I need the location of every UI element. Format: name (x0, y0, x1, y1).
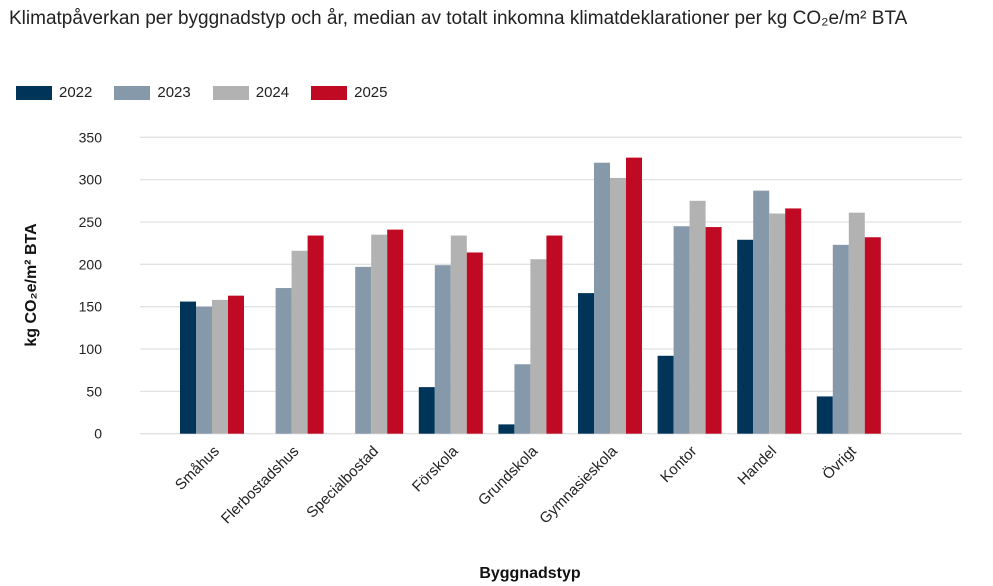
y-tick-label: 150 (79, 299, 103, 315)
bar-2023-Övrigt (832, 244, 849, 434)
bar-2025-Förskola (466, 252, 483, 434)
bar-2024-Kontor (689, 200, 706, 434)
bar-2023-Flerbostadshus (275, 288, 292, 434)
bar-2023-Småhus (196, 306, 212, 434)
x-tick-label: Specialbostad (303, 443, 382, 522)
bar-2024-Gymnasieskola (610, 177, 626, 434)
y-tick-label: 200 (79, 256, 103, 272)
bar-2023-Specialbostad (355, 266, 372, 434)
x-tick-label: Handel (734, 443, 780, 489)
x-tick-label: Gymnasieskola (536, 442, 621, 527)
legend-swatch (16, 85, 52, 100)
bar-2022-Förskola (418, 387, 435, 434)
bar-2025-Småhus (228, 295, 244, 434)
y-tick-label: 350 (79, 129, 103, 145)
y-tick-label: 0 (94, 426, 102, 442)
bar-2022-Kontor (657, 355, 674, 434)
bar-2023-Gymnasieskola (594, 162, 610, 434)
bar-2025-Kontor (705, 227, 722, 434)
bar-2025-Gymnasieskola (626, 157, 642, 434)
bar-2024-Grundskola (530, 259, 547, 434)
x-tick-label: Kontor (657, 443, 700, 486)
bar-2022-Övrigt (816, 396, 833, 434)
legend-item: 2023 (114, 84, 191, 101)
bar-2022-Grundskola (498, 424, 515, 434)
legend-label: 2025 (354, 84, 388, 101)
y-tick-label: 250 (79, 214, 103, 230)
legend-swatch (212, 85, 249, 100)
bar-2025-Grundskola (546, 235, 563, 434)
bar-2023-Förskola (434, 265, 451, 434)
bar-2025-Övrigt (864, 237, 881, 434)
bar-2024-Handel (769, 213, 786, 434)
bar-2025-Handel (785, 208, 802, 434)
x-tick-label: Förskola (409, 442, 462, 495)
legend-swatch (311, 85, 348, 100)
y-tick-label: 100 (79, 341, 103, 357)
y-tick-label: 300 (79, 172, 103, 188)
y-axis-title: kg CO₂e/m² BTA (23, 223, 40, 347)
bar-2025-Specialbostad (387, 229, 404, 434)
legend-item: 2022 (16, 84, 92, 101)
bar-2024-Småhus (212, 299, 228, 434)
legend-label: 2024 (255, 84, 290, 101)
bar-2022-Gymnasieskola (578, 293, 594, 434)
chart-title: Klimatpåverkan per byggnadstyp och år, m… (9, 8, 908, 29)
bar-2022-Handel (737, 239, 754, 434)
bar-2023-Handel (753, 190, 770, 434)
x-tick-label: Flerbostadshus (218, 443, 303, 528)
legend-label: 2022 (59, 84, 93, 101)
bar-2025-Flerbostadshus (307, 235, 324, 434)
bar-2022-Småhus (180, 301, 196, 434)
bar-2023-Kontor (673, 226, 690, 434)
legend-item: 2024 (212, 84, 290, 101)
x-tick-label: Grundskola (475, 442, 542, 509)
bar-2024-Förskola (450, 235, 467, 434)
legend-swatch (114, 85, 151, 100)
legend: 2022 2023 2024 2025 (16, 84, 410, 101)
legend-item: 2025 (311, 84, 388, 101)
x-tick-label: Småhus (172, 443, 223, 494)
y-tick-label: 50 (86, 383, 102, 399)
bar-2024-Övrigt (848, 212, 865, 434)
bar-2024-Flerbostadshus (291, 250, 308, 434)
legend-label: 2023 (157, 84, 191, 101)
bar-2023-Grundskola (514, 364, 531, 434)
x-axis-title: Byggnadstyp (479, 565, 581, 582)
x-tick-label: Övrigt (819, 442, 861, 484)
bar-2024-Specialbostad (371, 234, 388, 434)
